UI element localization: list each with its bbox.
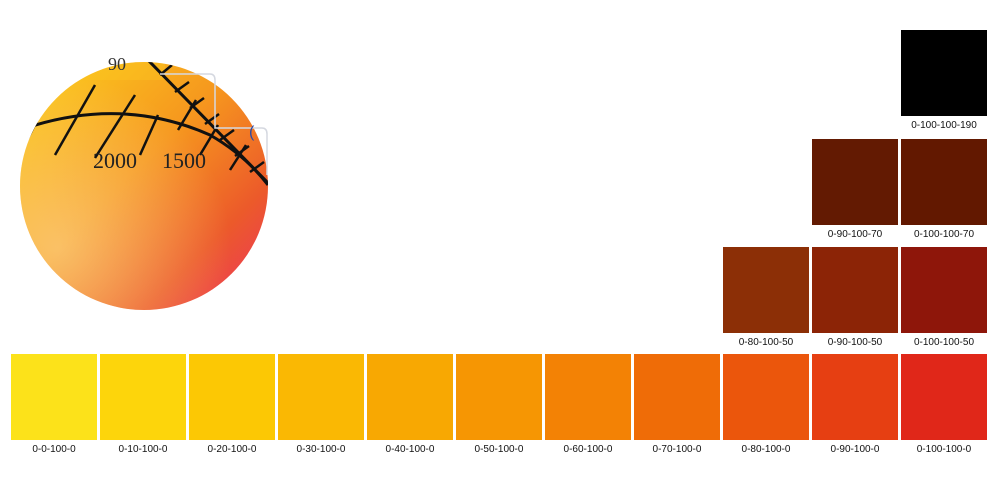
overlay-frame (160, 73, 268, 175)
gradient-circle-graphic: 2000 1500 90 ( (0, 0, 300, 320)
color-swatch-label: 0-50-100-0 (474, 444, 524, 455)
color-swatch (367, 354, 453, 440)
color-swatch-label: 0-30-100-0 (296, 444, 346, 455)
color-swatch-label: 0-10-100-0 (118, 444, 168, 455)
color-swatch-label: 0-100-100-70 (913, 229, 975, 240)
color-swatch-label: 0-80-100-50 (738, 337, 794, 348)
color-swatch (278, 354, 364, 440)
color-swatch-label: 0-40-100-0 (385, 444, 435, 455)
color-swatch-label: 0-100-100-190 (911, 120, 977, 131)
svg-text:(: ( (249, 124, 255, 141)
color-swatch-label: 0-20-100-0 (207, 444, 257, 455)
color-swatch-label: 0-70-100-0 (652, 444, 702, 455)
color-swatch-label: 0-80-100-0 (741, 444, 791, 455)
color-swatch (189, 354, 275, 440)
color-swatch (901, 354, 987, 440)
color-swatch-label: 0-90-100-70 (827, 229, 883, 240)
color-swatch-label: 0-90-100-0 (830, 444, 880, 455)
color-swatch (812, 247, 898, 333)
scale-number-1500: 1500 (162, 148, 206, 173)
gradient-circle-svg: 2000 1500 90 ( (20, 54, 268, 310)
color-swatch (11, 354, 97, 440)
color-swatch-label: 0-100-100-0 (916, 444, 972, 455)
color-swatch (100, 354, 186, 440)
color-swatch (901, 30, 987, 116)
color-swatch (901, 139, 987, 225)
color-swatch (545, 354, 631, 440)
svg-text:90: 90 (108, 54, 126, 74)
color-swatch-label: 0-90-100-50 (827, 337, 883, 348)
color-swatch-label: 0-0-100-0 (32, 444, 76, 455)
color-swatch-label: 0-60-100-0 (563, 444, 613, 455)
color-swatch (812, 354, 898, 440)
color-swatch (456, 354, 542, 440)
color-swatch-label: 0-100-100-50 (913, 337, 975, 348)
color-swatch (634, 354, 720, 440)
color-swatch (723, 354, 809, 440)
color-swatch (723, 247, 809, 333)
scale-number-2000: 2000 (93, 148, 137, 173)
color-swatch (901, 247, 987, 333)
color-swatch (812, 139, 898, 225)
